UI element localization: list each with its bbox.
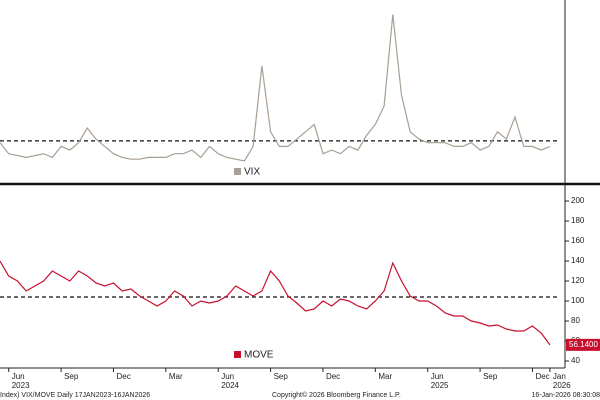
year-label: 2026 [553,381,571,390]
x-tick-label: Dec [326,372,340,381]
footer-text: Copyright© 2026 Bloomberg Finance L.P. [272,391,401,399]
x-tick-label: Mar [169,372,183,381]
x-tick-label: Jun [431,372,444,381]
x-tick-label: Sep [274,372,289,381]
legend-label: VIX [244,167,260,178]
series-line [0,14,551,162]
y-tick-label: 160 [571,236,585,245]
x-tick-label: Jun [221,372,234,381]
footer-text: 16-Jan-2026 08:30:08 [532,392,600,399]
year-label: 2025 [431,381,449,390]
x-tick-label: Jan [553,372,566,381]
x-tick-label: Sep [483,372,498,381]
last-value-box [566,338,600,351]
legend-label: MOVE [244,350,274,361]
footer-text: Index) VIX/MOVE Daily 17JAN2023-16JAN202… [0,392,150,399]
series-line [0,260,551,346]
y-tick-label: 80 [571,316,580,325]
y-tick-label: 120 [571,276,585,285]
last-value-label: 56.1400 [569,340,598,349]
x-tick-label: Sep [64,372,79,381]
x-tick-label: Dec [535,372,549,381]
legend-swatch [234,168,241,175]
year-label: 2024 [221,381,239,390]
y-tick-label: 140 [571,256,585,265]
x-tick-label: Dec [116,372,130,381]
y-tick-label: 40 [571,356,580,365]
year-label: 2023 [12,381,30,390]
y-tick-label: 200 [571,196,585,205]
legend-swatch [234,351,241,358]
y-tick-label: 100 [571,296,585,305]
x-tick-label: Jun [12,372,25,381]
y-tick-label: 180 [571,216,585,225]
x-tick-label: Mar [378,372,392,381]
